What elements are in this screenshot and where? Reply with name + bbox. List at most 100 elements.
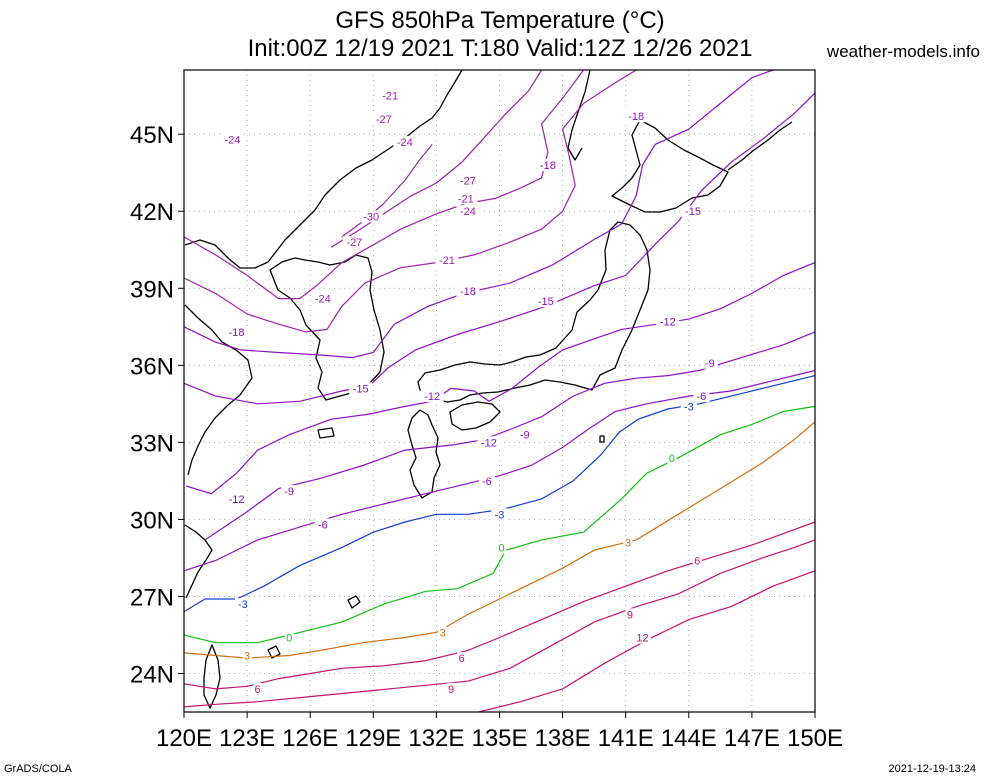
site-credit: weather-models.info xyxy=(826,42,980,61)
coast-japan-kyushu xyxy=(407,409,441,499)
contour-label-bg xyxy=(253,682,263,695)
coast-kuril xyxy=(727,121,793,171)
y-tick-label: 27N xyxy=(130,584,174,611)
contour-label-bg xyxy=(435,254,459,267)
contour-label: -12 xyxy=(424,391,440,403)
coast-japan-shikoku xyxy=(449,401,501,431)
contour-line--24 xyxy=(183,69,585,300)
contour-label: -9 xyxy=(284,486,294,498)
contour-label-bg xyxy=(372,112,396,125)
coast-island-ryukyu-2 xyxy=(267,645,281,659)
contour-line-9 xyxy=(183,539,816,708)
contour-label-bg xyxy=(516,428,533,441)
contour-label: -24 xyxy=(397,137,413,149)
contour-labels: -30-27-27-27-24-24-24-24-21-21-21-18-18-… xyxy=(220,89,718,696)
x-tick-label: 129E xyxy=(345,725,401,752)
x-tick-label: 138E xyxy=(535,725,591,752)
contour-label-bg xyxy=(311,292,335,305)
y-tick-label: 33N xyxy=(130,430,174,457)
contour-label: 12 xyxy=(636,633,648,645)
contour-label: -9 xyxy=(520,430,530,442)
coast-island-jeju xyxy=(317,427,335,439)
x-tick-label: 132E xyxy=(408,725,464,752)
contour-label: 6 xyxy=(694,555,700,567)
contour-label: -21 xyxy=(439,255,455,267)
contour-label-bg xyxy=(342,236,366,249)
contour-label: 9 xyxy=(448,684,454,696)
contour-line-6 xyxy=(183,521,816,690)
contour-label-bg xyxy=(692,554,702,567)
contour-label: -15 xyxy=(538,296,554,308)
render-timestamp: 2021-12-19-13:24 xyxy=(888,763,976,775)
contour-label: 6 xyxy=(459,653,465,665)
contour-label-bg xyxy=(438,626,448,639)
contour-label: -3 xyxy=(684,401,694,413)
contour-label-bg xyxy=(225,492,249,505)
contour-label: -18 xyxy=(540,160,556,172)
y-tick-label: 42N xyxy=(130,199,174,226)
x-tick-label: 150E xyxy=(787,725,843,752)
contour-label-bg xyxy=(534,295,558,308)
contour-label: -24 xyxy=(460,206,476,218)
contour-label-bg xyxy=(281,485,298,498)
contour-label-bg xyxy=(220,133,244,146)
contour-label: 0 xyxy=(499,543,505,555)
contour-label: 3 xyxy=(244,651,250,663)
coast-island-ryukyu-1 xyxy=(347,595,361,609)
contour-line--12 xyxy=(185,262,816,495)
y-tick-label: 45N xyxy=(130,122,174,149)
y-tick-label: 36N xyxy=(130,353,174,380)
contour-label-bg xyxy=(359,210,383,223)
contour-label-bg xyxy=(634,631,651,644)
x-tick-label: 141E xyxy=(598,725,654,752)
contour-label: -27 xyxy=(460,175,476,187)
contour-label: 3 xyxy=(625,538,631,550)
contour-label: 0 xyxy=(669,453,675,465)
x-tick-label: 123E xyxy=(219,725,275,752)
x-axis-labels: 120E 123E 126E 129E 132E 135E 138E 141E 144E 147E… xyxy=(156,712,843,752)
contour-label: -18 xyxy=(229,327,245,339)
contour-label-bg xyxy=(225,325,249,338)
coastlines xyxy=(184,69,793,709)
contour-label: -9 xyxy=(705,358,715,370)
x-tick-label: 120E xyxy=(156,725,212,752)
contour-label: 9 xyxy=(627,609,633,621)
contour-label: -3 xyxy=(495,509,505,521)
contour-label: 0 xyxy=(286,633,292,645)
contour-label-bg xyxy=(456,284,480,297)
contour-label-bg xyxy=(625,608,635,621)
contour-label: -27 xyxy=(346,237,362,249)
contour-label: -18 xyxy=(628,111,644,123)
contour-label: -3 xyxy=(238,599,248,611)
contour-label-bg xyxy=(681,205,705,218)
contour-line--21 xyxy=(183,69,637,333)
contour-line--18 xyxy=(183,69,774,359)
contour-line--15 xyxy=(183,92,816,405)
contour-label-bg xyxy=(378,89,402,102)
contour-label-bg xyxy=(680,400,697,413)
contour-label: -30 xyxy=(363,211,379,223)
y-tick-label: 39N xyxy=(130,276,174,303)
contour-label: 3 xyxy=(440,627,446,639)
contour-label-bg xyxy=(536,159,560,172)
contour-label: -6 xyxy=(697,391,707,403)
coast-mainland-north xyxy=(184,69,463,269)
x-tick-label: 144E xyxy=(661,725,717,752)
chart-title: GFS 850hPa Temperature (°C) xyxy=(335,7,665,34)
contour-label-bg xyxy=(314,518,331,531)
contour-label-bg xyxy=(667,451,677,464)
contour-line-3 xyxy=(183,421,816,659)
y-axis-labels: 24N 27N 30N 33N 36N 39N 42N 45N xyxy=(130,122,184,688)
coast-island-izu xyxy=(599,435,605,443)
contour-label-bg xyxy=(456,174,480,187)
contour-label-bg xyxy=(420,390,444,403)
contour-label: -6 xyxy=(482,476,492,488)
contour-label: -15 xyxy=(685,206,701,218)
x-tick-label: 135E xyxy=(471,725,527,752)
chart-subtitle: Init:00Z 12/19 2021 T:180 Valid:12Z 12/2… xyxy=(247,35,753,62)
contour-label-bg xyxy=(446,682,456,695)
contour-label: -24 xyxy=(315,294,331,306)
contour-label-bg xyxy=(393,135,417,148)
contour-label-bg xyxy=(284,631,294,644)
